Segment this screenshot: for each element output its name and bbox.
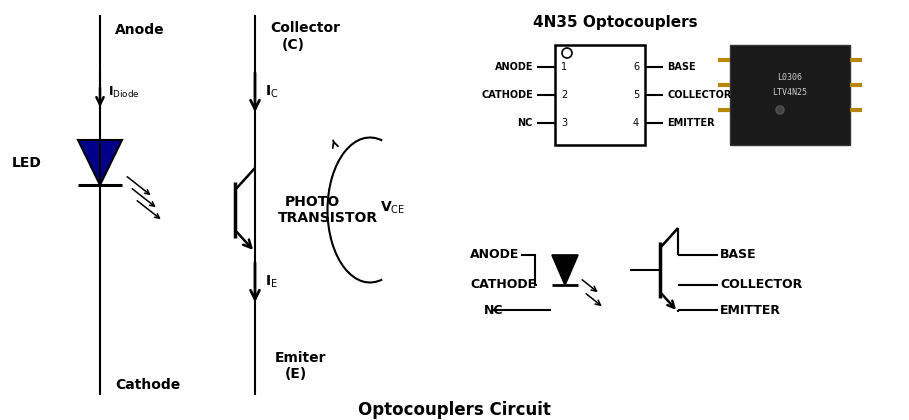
Polygon shape <box>552 255 578 285</box>
Text: ANODE: ANODE <box>470 249 519 262</box>
Text: Collector: Collector <box>270 21 340 35</box>
Text: EMITTER: EMITTER <box>667 118 714 128</box>
Text: NC: NC <box>484 304 504 317</box>
Text: I$_{\mathsf{Diode}}$: I$_{\mathsf{Diode}}$ <box>108 84 140 100</box>
Text: ANODE: ANODE <box>494 62 533 72</box>
Text: COLLECTOR: COLLECTOR <box>720 278 803 291</box>
Text: CATHODE: CATHODE <box>481 90 533 100</box>
Text: 2: 2 <box>561 90 567 100</box>
Polygon shape <box>78 140 122 185</box>
Text: EMITTER: EMITTER <box>720 304 781 317</box>
Text: PHOTO: PHOTO <box>285 195 340 209</box>
Text: L0306: L0306 <box>777 73 803 82</box>
Text: (C): (C) <box>282 38 305 52</box>
Text: V$_{\mathsf{CE}}$: V$_{\mathsf{CE}}$ <box>380 200 405 216</box>
Text: I$_{\mathsf{C}}$: I$_{\mathsf{C}}$ <box>265 84 278 100</box>
Text: BASE: BASE <box>667 62 695 72</box>
Text: TRANSISTOR: TRANSISTOR <box>278 211 378 225</box>
Text: Cathode: Cathode <box>115 378 180 392</box>
Text: NC: NC <box>517 118 533 128</box>
Text: 1: 1 <box>561 62 567 72</box>
Text: (E): (E) <box>285 367 307 381</box>
Text: 6: 6 <box>633 62 639 72</box>
Text: BASE: BASE <box>720 249 756 262</box>
Bar <box>555 45 645 145</box>
Text: 3: 3 <box>561 118 567 128</box>
Circle shape <box>776 106 784 114</box>
Text: Emiter: Emiter <box>275 351 326 365</box>
Text: 4: 4 <box>633 118 639 128</box>
Text: LTV4N25: LTV4N25 <box>773 88 807 97</box>
Text: 5: 5 <box>633 90 639 100</box>
Text: Anode: Anode <box>115 23 165 37</box>
Bar <box>730 45 850 145</box>
Text: 4N35 Optocouplers: 4N35 Optocouplers <box>533 15 697 29</box>
Text: I$_{\mathsf{E}}$: I$_{\mathsf{E}}$ <box>265 274 278 290</box>
Text: LED: LED <box>12 156 42 170</box>
Text: CATHODE: CATHODE <box>470 278 536 291</box>
Text: Optocouplers Circuit: Optocouplers Circuit <box>357 401 551 419</box>
Circle shape <box>562 48 572 58</box>
Text: COLLECTOR: COLLECTOR <box>667 90 732 100</box>
